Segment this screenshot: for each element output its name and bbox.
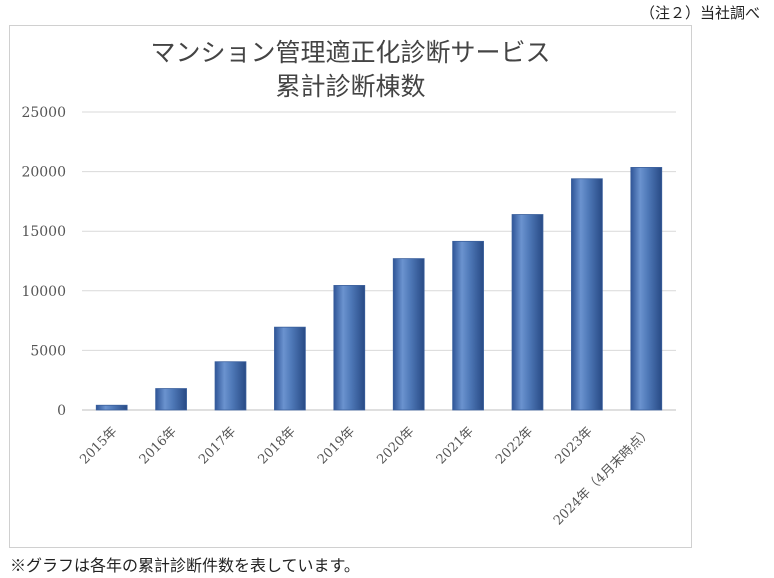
x-tick-label: 2022年 bbox=[493, 424, 536, 467]
bar bbox=[95, 404, 128, 411]
x-tick-label: 2017年 bbox=[196, 424, 239, 467]
bar bbox=[214, 361, 247, 411]
x-tick-label: 2018年 bbox=[256, 424, 299, 467]
bar bbox=[511, 214, 544, 411]
y-tick-label: 10000 bbox=[21, 284, 66, 300]
source-note: （注２）当社調べ bbox=[639, 4, 760, 22]
y-tick-label: 25000 bbox=[21, 105, 66, 121]
bar bbox=[571, 178, 603, 411]
x-tick-label: 2023年 bbox=[553, 424, 596, 467]
x-tick-label: 2019年 bbox=[315, 424, 358, 467]
y-axis-ticks: 0 5000 10000 15000 20000 25000 bbox=[21, 105, 66, 419]
chart-title-line-1: マンション管理適正化診断サービス bbox=[150, 38, 551, 67]
x-tick-label: 2024年（4月末時点） bbox=[551, 424, 655, 528]
x-tick-label: 2020年 bbox=[374, 424, 417, 467]
y-tick-label: 15000 bbox=[21, 224, 66, 240]
y-tick-label: 5000 bbox=[30, 343, 66, 359]
bar bbox=[452, 240, 484, 411]
x-tick-label: 2015年 bbox=[77, 424, 120, 467]
x-tick-label: 2016年 bbox=[137, 424, 180, 467]
bar bbox=[392, 258, 425, 411]
footnote: ※グラフは各年の累計診断件数を表しています。 bbox=[10, 556, 360, 575]
bar bbox=[155, 388, 187, 411]
x-tick-label: 2021年 bbox=[434, 424, 477, 467]
bar bbox=[630, 167, 663, 411]
x-axis-ticks: 2015年 2016年 2017年 2018年 2019年 2020年 2021年 2022年… bbox=[77, 424, 655, 528]
bars bbox=[95, 167, 663, 411]
chart-title-line-2: 累計診断棟数 bbox=[275, 72, 426, 101]
y-tick-label: 20000 bbox=[21, 165, 66, 181]
y-tick-label: 0 bbox=[57, 403, 66, 419]
bar bbox=[333, 285, 366, 411]
chart-title: マンション管理適正化診断サービス 累計診断棟数 bbox=[9, 36, 692, 104]
bar bbox=[274, 326, 306, 411]
